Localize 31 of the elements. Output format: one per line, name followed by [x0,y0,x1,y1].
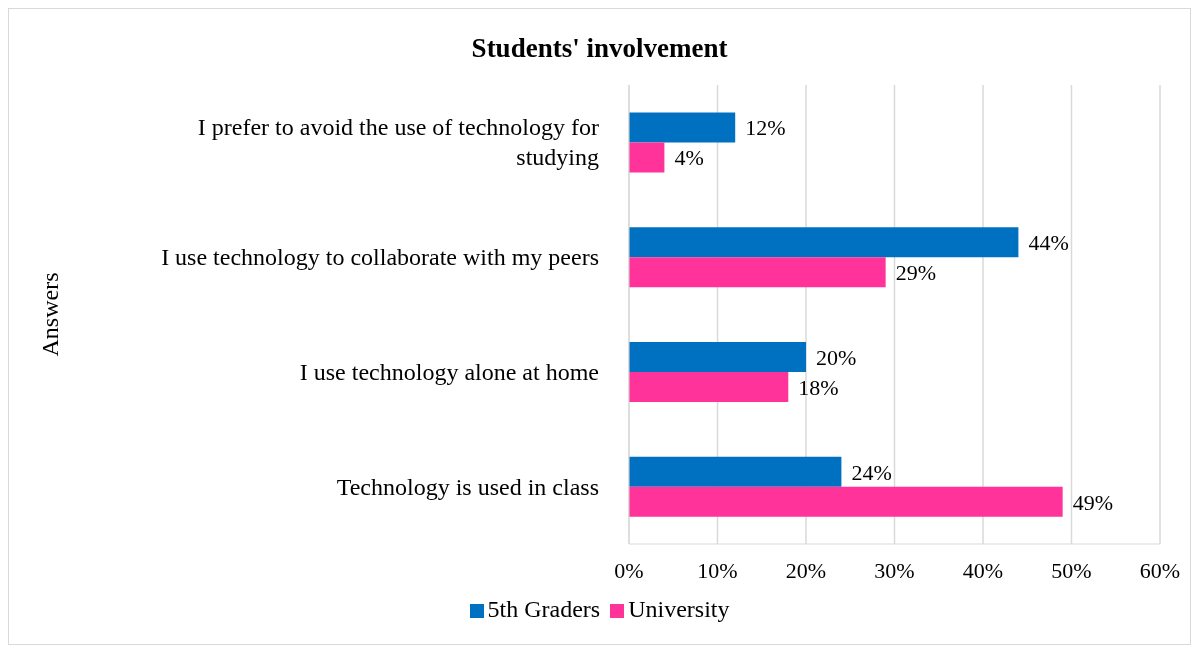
data-label: 20% [816,344,857,370]
legend-label: University [628,596,730,622]
y-tick-label: Technology is used in class [336,473,599,500]
bar [629,227,1019,258]
chart-title: Students' involvement [470,33,729,65]
x-tick-label: 0% [614,557,644,583]
bar [629,142,665,173]
y-tick-label: I use technology alone at home [299,358,599,385]
y-tick-label: I prefer to avoid the use of technology for studying [197,114,599,171]
data-label: 49% [1072,489,1113,515]
x-tick-label: 30% [874,557,915,583]
data-label: 44% [1028,230,1069,256]
bar [629,257,886,288]
data-label: 4% [674,145,704,171]
data-label: 24% [851,459,892,485]
legend-label: 5th Graders [487,596,601,622]
data-label: 29% [895,260,936,286]
x-tick-label: 60% [1139,557,1181,583]
x-tick-label: 20% [785,557,827,583]
x-tick-label: 10% [697,557,738,583]
x-tick-label: 40% [962,557,1004,583]
data-label: 12% [745,115,786,141]
x-tick-label: 50% [1051,557,1092,583]
bar [629,456,842,487]
bar [629,112,736,143]
bar [629,372,789,403]
y-axis-title: Answers [36,272,63,357]
data-label: 18% [798,374,839,400]
bar [629,486,1063,517]
bar [629,342,806,373]
y-tick-label: I use technology to collaborate with my peers [161,244,599,271]
